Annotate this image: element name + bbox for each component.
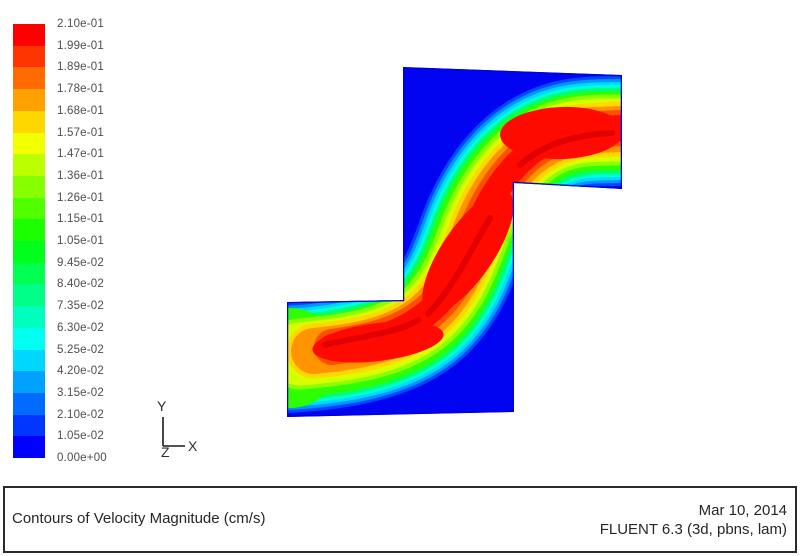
legend-color-block [13, 219, 45, 242]
high-velocity-core [500, 106, 622, 160]
legend-color-block [13, 197, 45, 220]
legend-color-block [13, 67, 45, 90]
core-streak [517, 130, 615, 168]
axis-z-label: Z [161, 444, 170, 459]
axis-triad: Z Y X [157, 398, 198, 459]
caption-bar: Contours of Velocity Magnitude (cm/s) Ma… [3, 486, 797, 553]
legend-value-label: 6.30e-02 [57, 321, 104, 334]
axis-y-label: Y [157, 398, 167, 414]
high-velocity-core [312, 321, 444, 363]
legend-value-label: 1.05e-02 [57, 430, 104, 443]
legend-value-label: 1.26e-01 [57, 191, 104, 204]
legend-color-block [13, 24, 45, 46]
legend-value-label: 0.00e+00 [57, 452, 107, 464]
legend-color-block [13, 241, 45, 263]
legend-value-label: 1.89e-01 [57, 61, 104, 74]
legend-color-block [13, 175, 45, 198]
legend-value-label: 8.40e-02 [57, 278, 104, 291]
legend-color-block [13, 132, 45, 155]
legend-value-label: 5.25e-02 [57, 343, 104, 356]
legend-color-block [13, 110, 45, 133]
legend-value-label: 1.47e-01 [57, 148, 104, 161]
legend-value-label: 1.68e-01 [57, 104, 104, 117]
legend-color-block [13, 371, 45, 393]
legend-color-block [13, 414, 45, 437]
legend-value-label: 1.57e-01 [57, 126, 104, 139]
legend-value-label: 1.15e-01 [57, 213, 104, 226]
legend-value-label: 1.99e-01 [57, 39, 104, 52]
legend-value-label: 2.10e-02 [57, 408, 104, 421]
core-streak [425, 215, 493, 317]
legend-color-block [13, 306, 45, 328]
legend-value-label: 1.05e-01 [57, 235, 104, 247]
colormap-legend-bar [13, 24, 45, 459]
contour-field [287, 67, 622, 417]
legend-color-block [13, 45, 45, 68]
legend-value-label: 3.15e-02 [57, 386, 104, 399]
legend-color-block [13, 349, 45, 372]
legend-color-block [13, 89, 45, 111]
legend-color-block [13, 327, 45, 350]
plot-title: Contours of Velocity Magnitude (cm/s) [12, 510, 266, 527]
legend-value-label: 7.35e-02 [57, 300, 104, 313]
caption-right-block: Mar 10, 2014 FLUENT 6.3 (3d, pbns, lam) [600, 501, 787, 539]
axis-x-label: X [188, 438, 198, 454]
legend-value-label: 1.78e-01 [57, 83, 104, 96]
legend-value-label: 4.20e-02 [57, 365, 104, 378]
legend-value-label: 1.36e-01 [57, 169, 104, 182]
legend-color-block [13, 436, 45, 459]
axis-lines [162, 417, 185, 447]
caption-solver: FLUENT 6.3 (3d, pbns, lam) [599, 521, 787, 538]
legend-color-block [13, 154, 45, 176]
legend-value-label: 9.45e-02 [57, 256, 104, 269]
legend-color-block [13, 262, 45, 285]
legend-value-label: 2.10e-01 [57, 18, 104, 30]
caption-date: Mar 10, 2014 [698, 502, 787, 519]
legend-color-block [13, 392, 45, 415]
legend-color-block [13, 284, 45, 307]
core-streak [322, 317, 421, 348]
